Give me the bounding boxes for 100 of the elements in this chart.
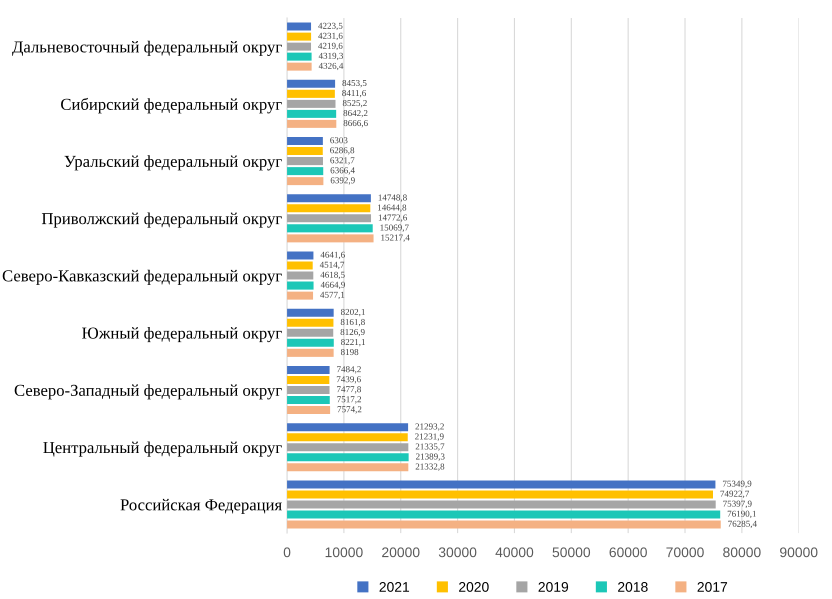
bar [287,318,334,327]
data-label: 8411,6 [342,90,366,98]
data-label: 8642,2 [343,110,368,118]
bar [287,177,324,186]
data-label: 75397,9 [723,500,752,508]
y-tick-label: Сибирский федеральный округ [61,98,282,114]
bar [287,90,335,98]
data-label: 4223,5 [318,22,342,30]
bar [287,396,330,404]
bar [287,167,324,176]
bar [287,147,323,156]
bar [287,406,330,414]
data-label: 6392,9 [330,177,355,185]
bar [287,204,370,212]
data-label: 4577,1 [320,292,344,300]
bar [287,338,334,347]
y-tick-label: Центральный федеральный округ [43,441,282,457]
bar [287,490,713,498]
bar [287,32,312,41]
bar [287,137,323,146]
data-label: 8666,6 [344,120,368,128]
bar [287,292,314,300]
data-label: 21231,9 [415,433,444,441]
data-label: 14748,8 [378,194,407,202]
x-tick-label: 70000 [666,547,704,558]
y-tick-label: Южный федеральный округ [82,326,282,342]
bar [287,500,716,508]
bar [287,272,314,280]
data-label: 6303 [330,137,348,144]
bar [287,110,336,118]
data-label: 74922,7 [720,490,750,498]
data-label: 75349,9 [722,480,752,488]
data-label: 21332,8 [416,463,444,471]
data-label: 4641,6 [320,252,345,260]
data-label: 8202,1 [340,308,365,316]
y-tick-label: Российская Федерация [120,498,282,514]
data-label: 4319,3 [318,52,344,60]
data-label: 4326,4 [318,62,344,70]
bar [287,328,334,337]
bar [287,22,312,31]
bar [287,366,330,374]
data-label: 6366,4 [330,167,355,175]
x-tick-label: 0 [284,547,290,558]
data-label: 7517,2 [337,396,362,404]
bar [287,282,314,290]
data-label: 76190,1 [728,510,756,518]
bar [287,520,721,529]
legend-label: 2021 [380,582,410,592]
legend-label: 2019 [538,582,568,592]
x-tick-label: 10000 [326,547,363,558]
bar [287,194,371,202]
data-label: 21335,7 [416,443,444,451]
bar [287,480,716,488]
bar [287,443,408,452]
bar [287,42,312,51]
y-tick-label: Северо-Кавказский федеральный округ [2,270,282,285]
data-label: 15069,7 [380,224,409,232]
data-label: 14772,6 [378,214,408,222]
y-tick-label: Дальневосточный федеральный округ [12,40,282,56]
bar [287,62,312,71]
data-label: 8525,2 [342,100,367,108]
bar [287,510,720,519]
data-label: 8161,8 [340,318,365,326]
data-label: 8453,5 [342,80,367,88]
bar [287,423,408,432]
legend-label: 2017 [698,582,728,592]
data-label: 76285,4 [728,520,757,528]
x-tick-label: 20000 [382,547,420,558]
data-label: 8126,9 [340,328,365,336]
bar [287,386,330,394]
y-tick-label: Северо-Западный федеральный округ [14,384,282,400]
data-label: 7477,8 [337,386,361,394]
bar [287,224,373,232]
data-label: 7439,6 [336,376,361,384]
bar [287,262,313,270]
x-tick-label: 50000 [552,547,590,558]
legend-label: 2018 [618,582,648,592]
data-label: 4514,7 [320,262,344,270]
bar [287,52,312,61]
bar [287,234,374,242]
data-label: 14644,8 [378,204,406,212]
data-label: 21389,3 [416,453,445,461]
data-label: 7484,2 [337,366,361,374]
bar [287,120,336,128]
bar [287,252,314,260]
data-label: 4219,6 [318,42,343,50]
x-tick-label: 80000 [723,547,761,558]
bar [287,463,408,472]
data-label: 4664,9 [320,282,345,290]
bar [287,376,330,384]
data-label: 6321,7 [330,157,354,165]
data-label: 8198 [340,348,358,356]
data-label: 4231,6 [318,32,343,40]
data-label: 8221,1 [341,338,366,346]
x-tick-label: 60000 [610,547,647,558]
data-label: 7574,2 [338,406,362,414]
x-tick-label: 90000 [780,547,818,558]
x-tick-label: 40000 [495,547,534,558]
y-tick-label: Уральский федеральный округ [64,155,282,170]
bar [287,100,336,108]
